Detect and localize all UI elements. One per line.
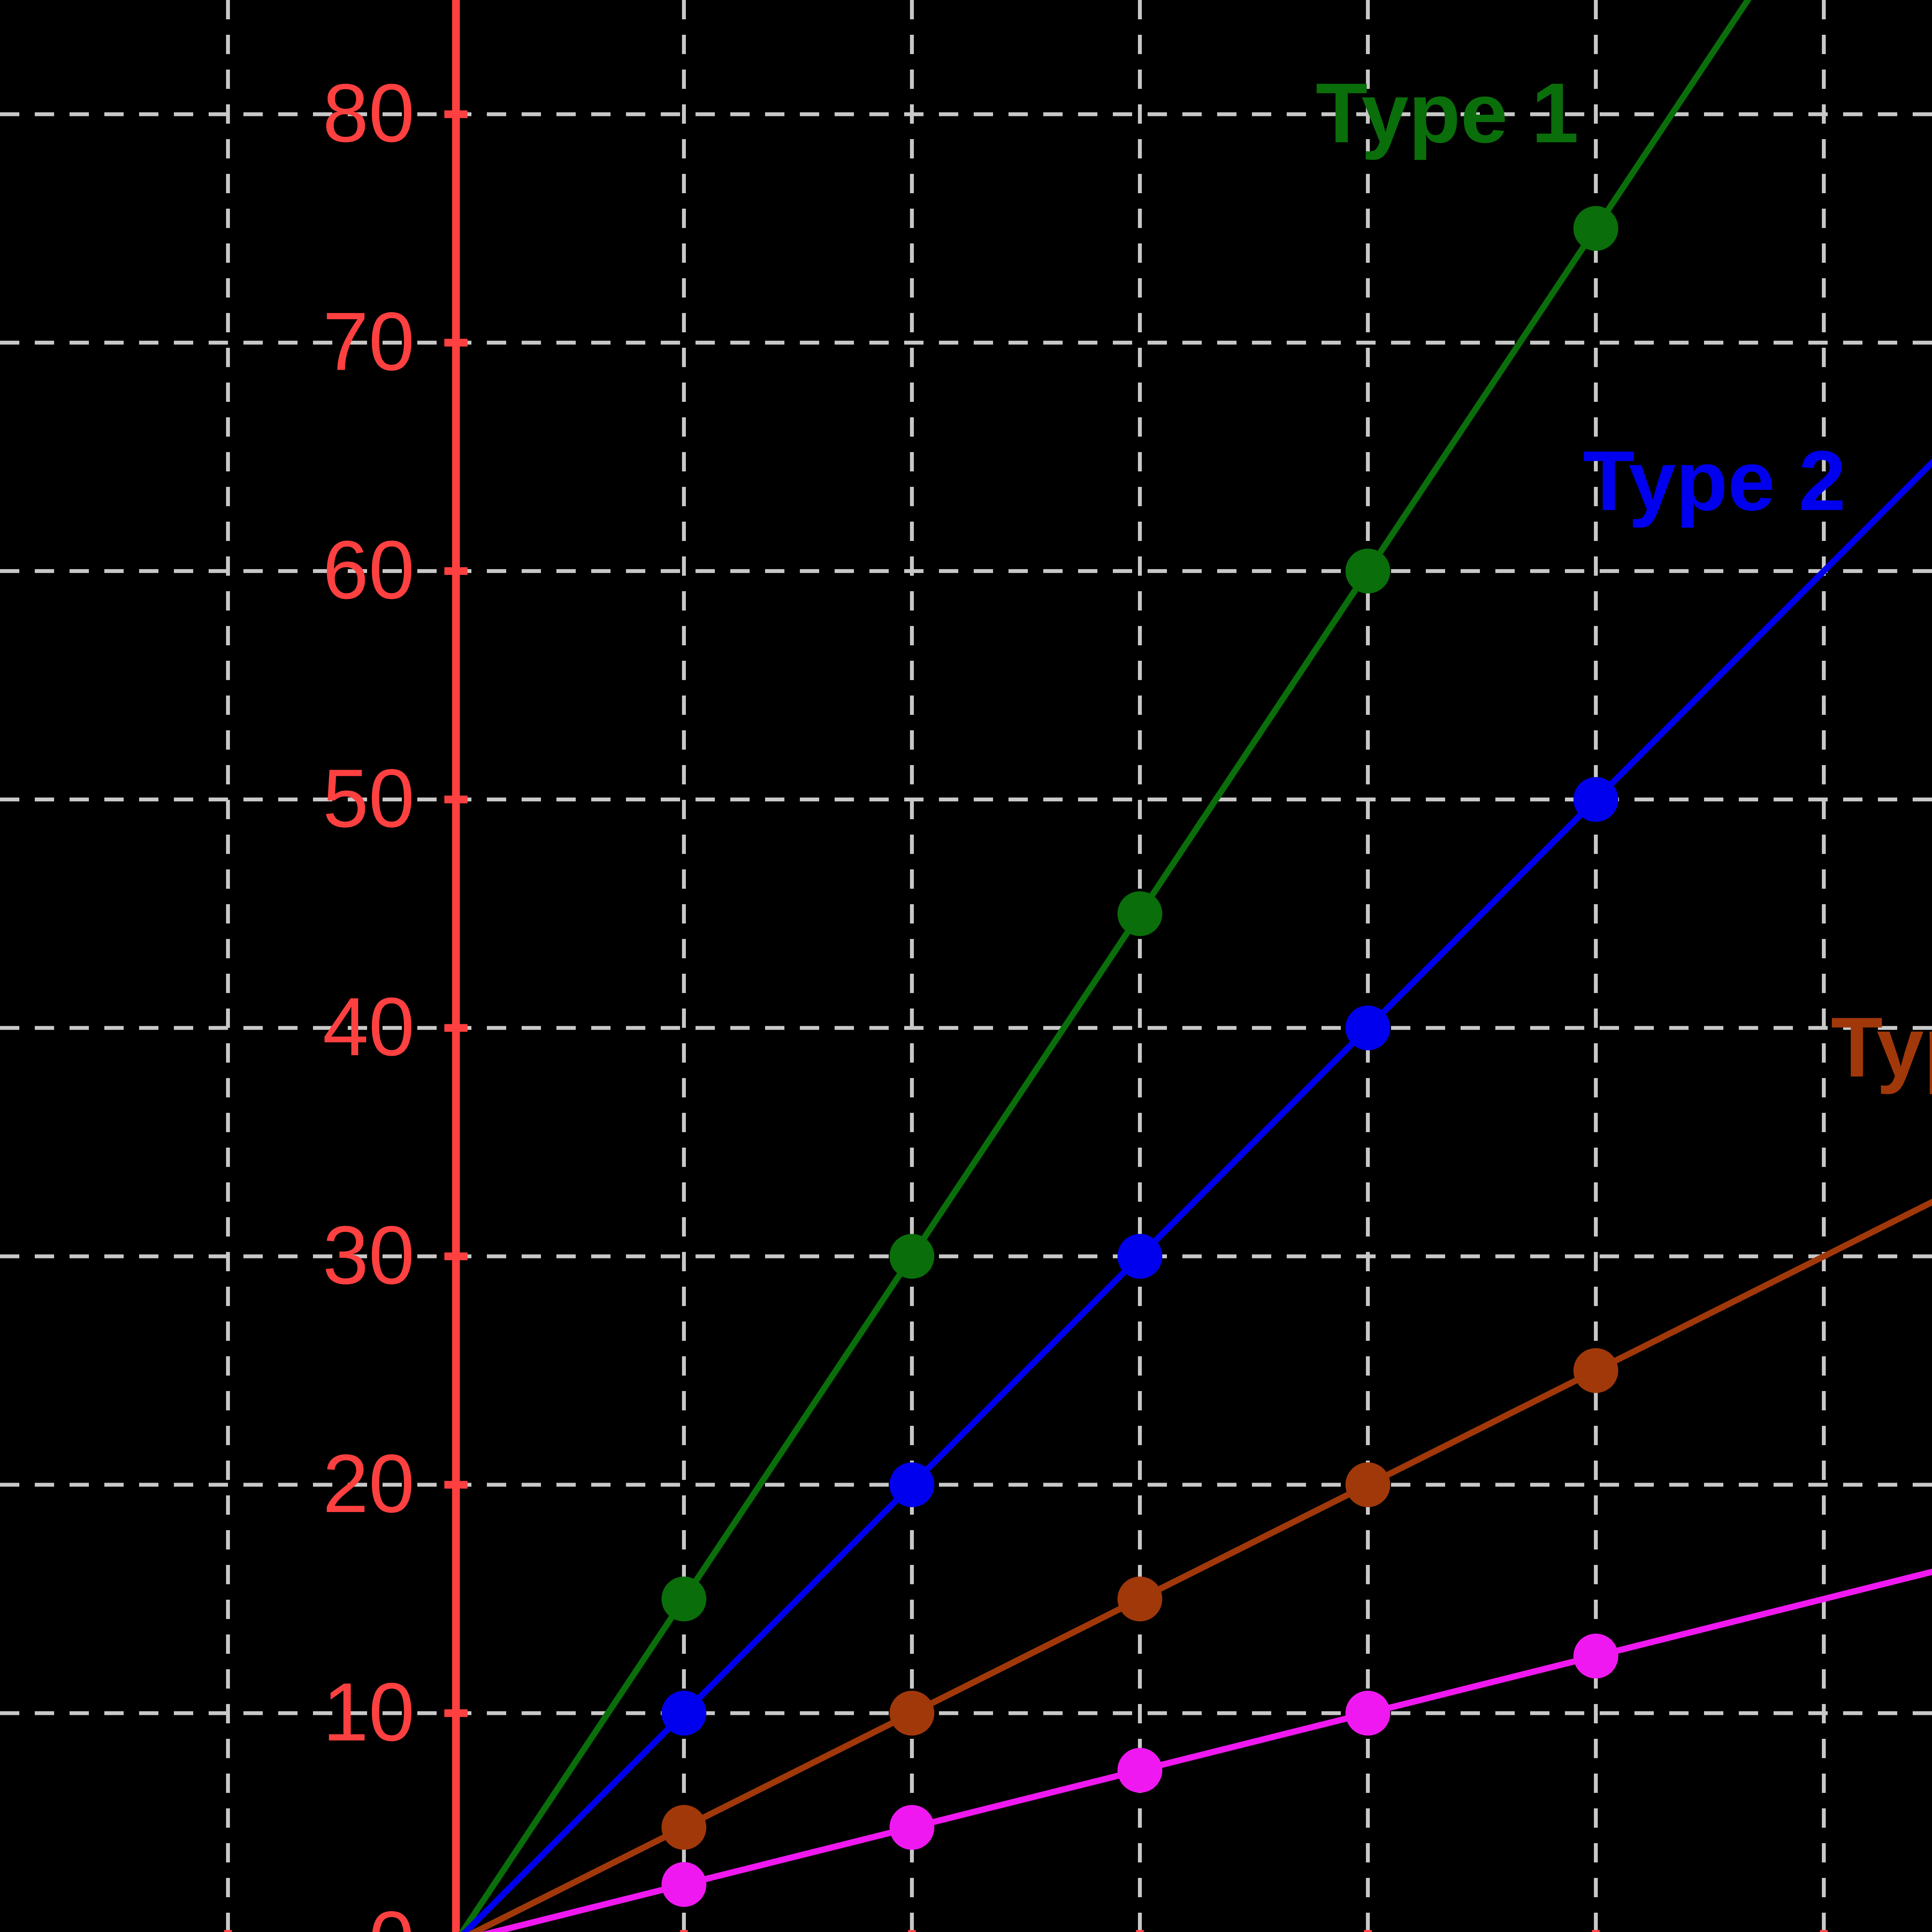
svg-text:Type 1: Type 1 bbox=[1316, 65, 1579, 160]
svg-text:20: 20 bbox=[323, 1437, 415, 1530]
svg-text:40: 40 bbox=[323, 981, 415, 1073]
svg-text:Type 2: Type 2 bbox=[1583, 433, 1846, 528]
svg-text:0: 0 bbox=[369, 1894, 415, 1932]
svg-text:Type 3: Type 3 bbox=[1831, 1000, 1932, 1095]
svg-text:50: 50 bbox=[323, 752, 415, 845]
svg-text:70: 70 bbox=[323, 295, 415, 388]
svg-text:60: 60 bbox=[323, 524, 415, 616]
svg-text:30: 30 bbox=[323, 1209, 415, 1301]
svg-text:80: 80 bbox=[323, 67, 415, 159]
svg-text:10: 10 bbox=[323, 1666, 415, 1758]
